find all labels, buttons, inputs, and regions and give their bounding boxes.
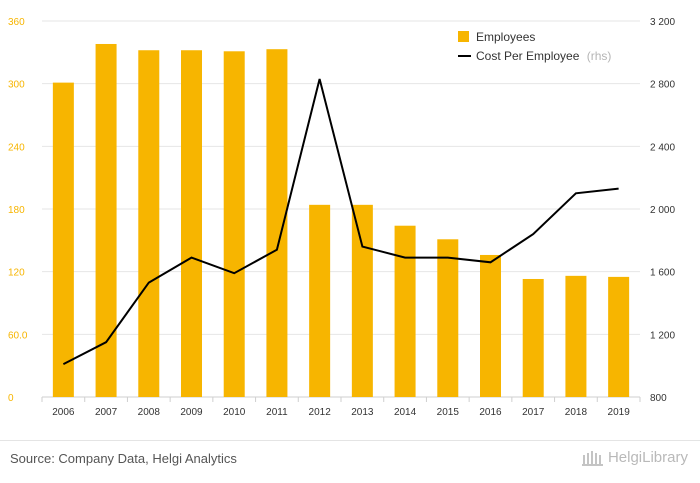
source-note: Source: Company Data, Helgi Analytics: [10, 451, 237, 466]
y-left-tick-label: 120: [8, 268, 25, 279]
library-icon: [581, 450, 603, 466]
cost-line: [62, 78, 619, 365]
bar: [437, 239, 459, 397]
bar: [565, 275, 587, 397]
y-right-tick-label: 1 600: [650, 268, 675, 279]
y-right-tick-label: 2 000: [650, 205, 675, 216]
x-tick-label: 2008: [138, 407, 161, 418]
y-axis-right: 800 1 200 1 600 2 000 2 400 2 800 3 200: [650, 17, 675, 404]
cost-per-employee-line: [62, 78, 619, 365]
legend-swatch-employees: [458, 31, 469, 42]
y-left-tick-label: 300: [8, 80, 25, 91]
y-left-tick-label: 360: [8, 17, 25, 28]
gridlines: [42, 20, 640, 398]
x-tick-label: 2017: [522, 407, 545, 418]
bar: [181, 50, 202, 397]
y-right-tick-label: 2 800: [650, 80, 675, 91]
x-tick-label: 2010: [223, 407, 246, 418]
x-tick-label: 2015: [437, 407, 460, 418]
bar: [138, 50, 160, 397]
y-left-tick-label: 240: [8, 142, 25, 153]
x-axis: 2006 2007 2008 2009 2010 2011 2012 2013 2014 2015…: [41, 397, 641, 418]
bar: [266, 49, 288, 397]
x-tick-label: 2018: [565, 407, 588, 418]
x-tick-label: 2006: [52, 407, 75, 418]
x-tick-label: 2007: [95, 407, 118, 418]
y-left-tick-label: 180: [8, 205, 25, 216]
legend-label-cost-suffix: (rhs): [587, 49, 612, 63]
bar: [223, 51, 245, 398]
legend: Employees Cost Per Employee (rhs): [458, 30, 611, 63]
legend-label-cost-name: Cost Per Employee: [476, 49, 580, 63]
y-axis-left: 0 60.0 120 180 240 300 360: [8, 17, 28, 404]
x-tick-label: 2012: [309, 407, 332, 418]
legend-label-employees: Employees: [476, 30, 535, 44]
bar: [522, 278, 544, 397]
bar: [608, 276, 630, 397]
x-tick-label: 2016: [479, 407, 502, 418]
bar: [394, 225, 416, 397]
x-tick-label: 2009: [180, 407, 203, 418]
y-right-tick-label: 3 200: [650, 17, 675, 28]
bar: [309, 204, 331, 397]
x-tick-label: 2014: [394, 407, 417, 418]
legend-label-cost: Cost Per Employee (rhs): [476, 49, 611, 63]
y-right-tick-label: 2 400: [650, 142, 675, 153]
bar: [52, 82, 74, 397]
chart: 2006 2007 2008 2009 2010 2011 2012 2013 2014 2015…: [8, 17, 675, 418]
y-right-tick-label: 800: [650, 393, 667, 404]
brand-name: HelgiLibrary: [607, 449, 688, 466]
brand-logo: HelgiLibrary: [581, 449, 688, 466]
x-tick-label: 2019: [608, 407, 631, 418]
bar: [480, 254, 501, 397]
footer-divider: [0, 440, 700, 441]
bar: [351, 204, 373, 397]
employee-bars: [52, 43, 630, 398]
bar: [95, 43, 117, 397]
y-left-tick-label: 0: [8, 393, 14, 404]
x-tick-label: 2013: [351, 407, 374, 418]
y-left-tick-label: 60.0: [8, 330, 28, 341]
x-tick-label: 2011: [266, 407, 288, 418]
y-right-tick-label: 1 200: [650, 330, 675, 341]
